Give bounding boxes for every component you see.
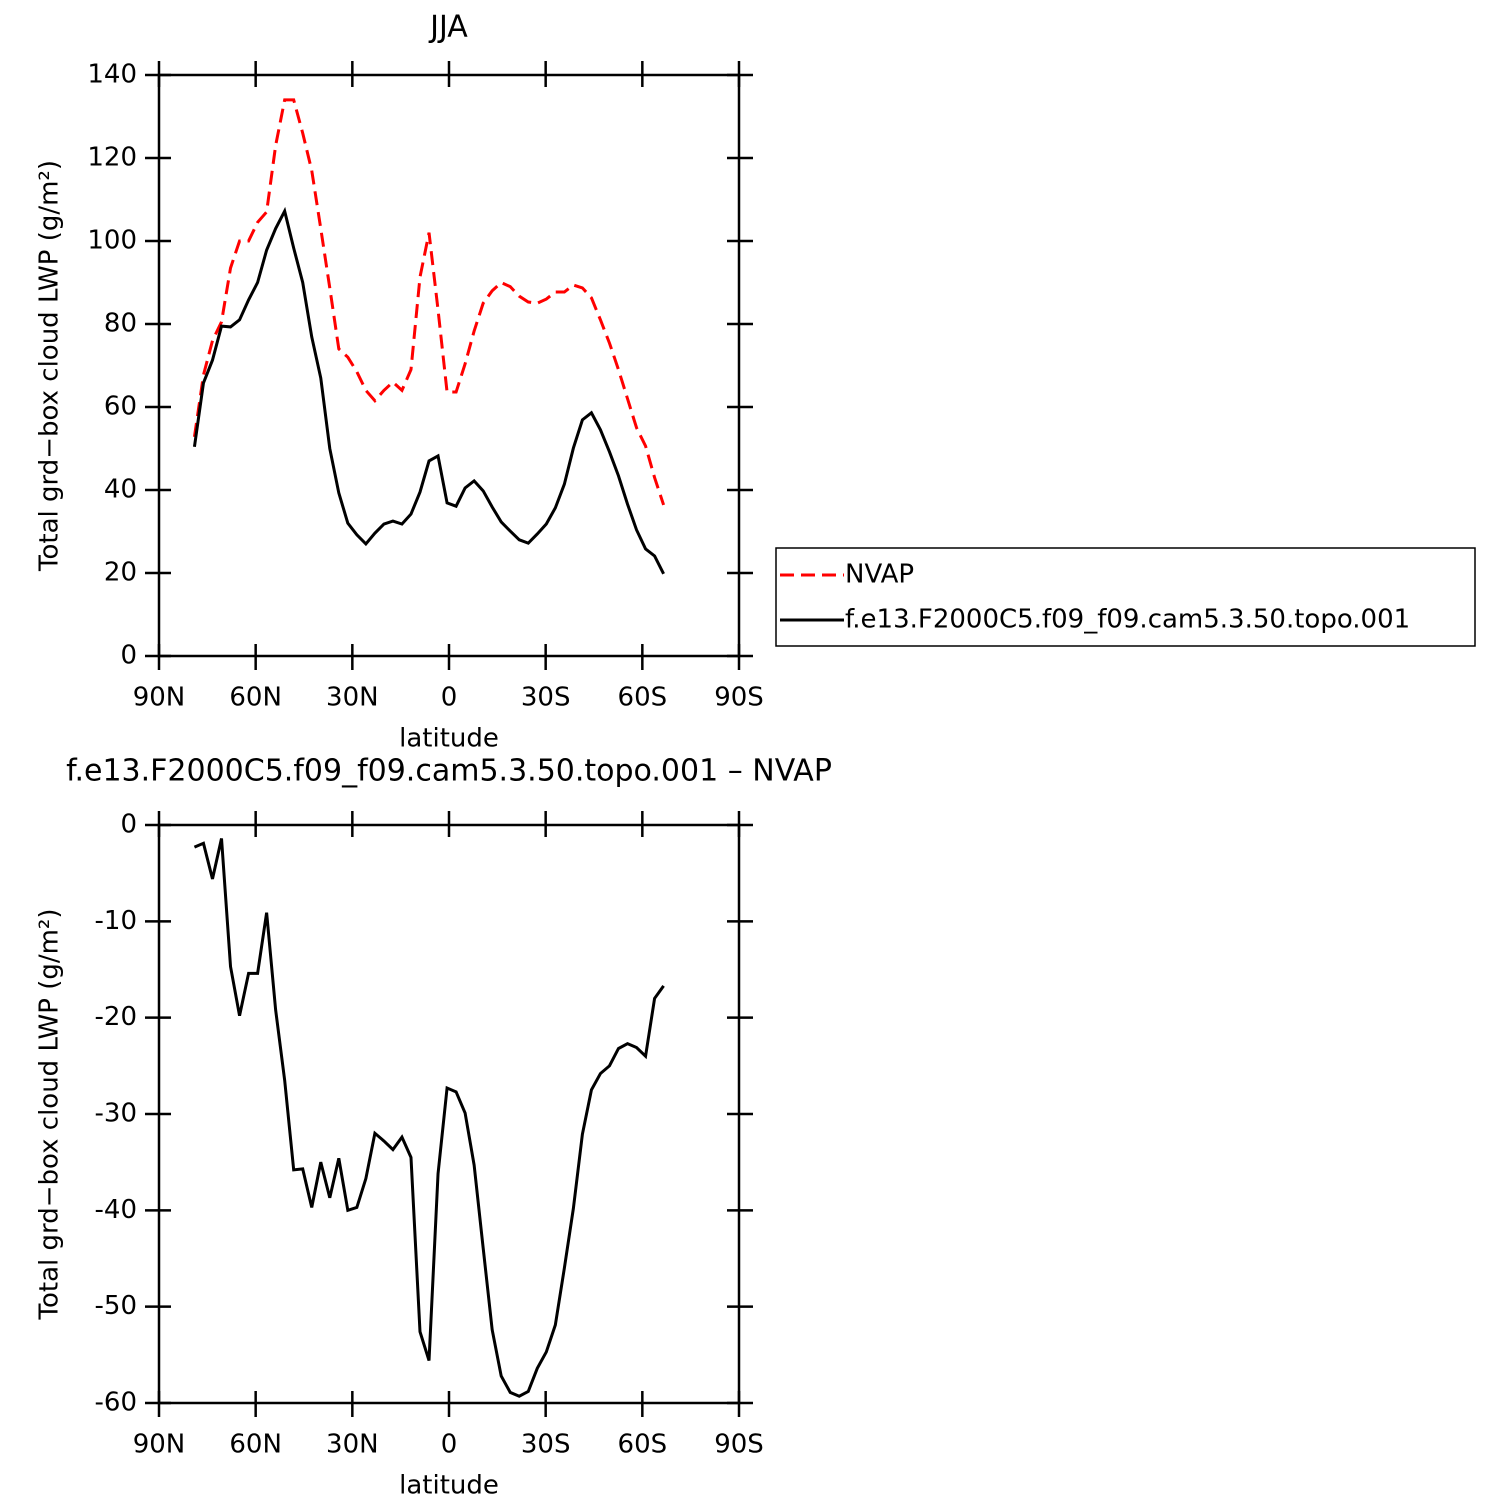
x-tick-label: 60N (229, 1430, 282, 1460)
y-tick-label: 140 (87, 60, 137, 90)
legend-label: NVAP (845, 560, 914, 590)
y-tick-label: 100 (87, 226, 137, 256)
x-tick-label: 90S (714, 683, 764, 713)
x-axis-label: latitude (399, 1471, 499, 1501)
y-axis-label: Total grd−box cloud LWP (g/m²) (35, 909, 65, 1321)
x-tick-label: 30S (521, 1430, 571, 1460)
x-tick-label: 30N (326, 683, 379, 713)
y-tick-label: 40 (104, 475, 137, 505)
y-tick-label: -10 (95, 906, 137, 936)
data-line (192, 206, 665, 575)
data-line (192, 98, 666, 506)
plot-frame (157, 73, 741, 658)
x-tick-label: 30N (326, 1430, 379, 1460)
x-tick-label: 90N (133, 1430, 186, 1460)
legend-label: f.e13.F2000C5.f09_f09.cam5.3.50.topo.001 (845, 605, 1410, 635)
y-axis-label: Total grd−box cloud LWP (g/m²) (35, 160, 65, 572)
y-tick-label: 60 (104, 392, 137, 422)
x-tick-label: 90N (133, 683, 186, 713)
legend-box (775, 547, 1476, 647)
x-tick-label: 90S (714, 1430, 764, 1460)
chart-title: f.e13.F2000C5.f09_f09.cam5.3.50.topo.001… (66, 754, 832, 789)
x-tick-label: 60S (618, 683, 668, 713)
y-tick-label: -50 (95, 1291, 137, 1321)
x-tick-label: 0 (441, 1430, 458, 1460)
y-tick-label: 20 (104, 558, 137, 588)
y-tick-label: 0 (120, 810, 137, 840)
x-tick-label: 30S (521, 683, 571, 713)
y-tick-label: 0 (120, 641, 137, 671)
x-tick-label: 60S (618, 1430, 668, 1460)
y-tick-label: 80 (104, 309, 137, 339)
data-line (193, 838, 665, 1398)
x-tick-label: 60N (229, 683, 282, 713)
y-tick-label: -20 (95, 1002, 137, 1032)
y-tick-label: -30 (95, 1099, 137, 1129)
y-tick-label: -60 (95, 1388, 137, 1418)
chart-title: JJA (428, 10, 468, 45)
x-tick-label: 0 (441, 683, 458, 713)
y-tick-label: 120 (87, 143, 137, 173)
y-tick-label: -40 (95, 1195, 137, 1225)
x-axis-label: latitude (399, 724, 499, 754)
plot-frame (157, 823, 741, 1405)
